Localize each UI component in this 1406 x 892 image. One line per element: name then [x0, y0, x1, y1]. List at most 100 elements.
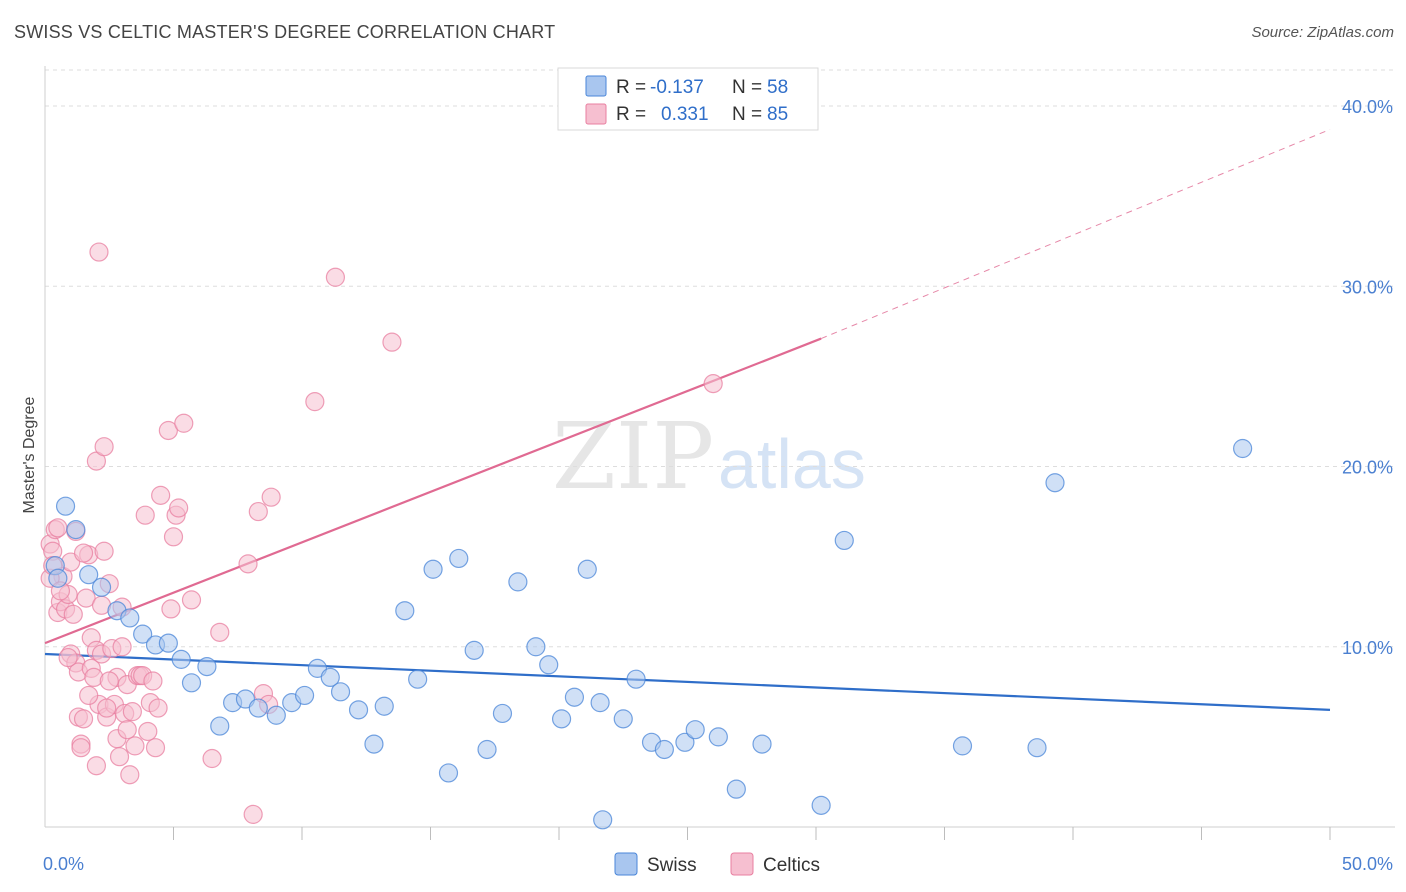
point-celtics — [145, 738, 166, 758]
point-celtics — [261, 487, 281, 507]
point-celtics — [76, 588, 96, 608]
data-points — [40, 242, 1253, 830]
point-swiss — [330, 682, 351, 702]
point-swiss — [171, 649, 191, 669]
point-celtics — [109, 747, 130, 767]
point-swiss — [408, 669, 428, 689]
point-swiss — [492, 703, 513, 724]
point-celtics — [202, 748, 222, 769]
point-celtics — [94, 541, 114, 561]
point-celtics — [305, 392, 325, 412]
point-celtics — [163, 527, 184, 547]
legend-r-label-swiss: R = — [616, 77, 646, 98]
watermark-zip: ZIP — [552, 403, 714, 510]
point-swiss — [423, 559, 443, 579]
point-swiss — [526, 637, 546, 657]
point-swiss — [79, 565, 99, 585]
point-swiss — [626, 669, 646, 689]
legend-r-value-celtics: 0.331 — [661, 104, 709, 125]
point-celtics — [99, 671, 119, 691]
y-axis-label: Master's Degree — [21, 396, 38, 513]
point-swiss — [1233, 438, 1253, 459]
point-swiss — [1045, 473, 1065, 493]
point-swiss — [320, 667, 340, 688]
source-label: Source: ZipAtlas.com — [1251, 24, 1394, 41]
point-celtics — [138, 721, 158, 742]
point-celtics — [210, 622, 230, 642]
point-celtics — [181, 590, 202, 610]
point-celtics — [248, 501, 268, 522]
bottom-legend-swatch-celtics — [730, 852, 754, 876]
trend-line-swiss — [44, 652, 1331, 711]
point-celtics — [71, 738, 91, 758]
trend-lines — [44, 129, 1331, 711]
legend: R = -0.137 N = 58 R = 0.331 N = 85 — [557, 67, 819, 131]
point-swiss — [181, 673, 202, 693]
point-celtics — [48, 518, 68, 538]
y-tick-label: 20.0% — [1342, 458, 1393, 478]
point-swiss — [834, 530, 854, 551]
point-swiss — [464, 640, 484, 660]
point-swiss — [952, 736, 973, 756]
watermark-atlas: atlas — [718, 425, 866, 503]
point-swiss — [551, 709, 572, 729]
bottom-legend: Swiss Celtics — [614, 852, 820, 876]
legend-r-label-celtics: R = — [616, 104, 646, 125]
point-celtics — [86, 756, 107, 776]
point-celtics — [243, 804, 263, 824]
point-swiss — [613, 709, 633, 729]
point-celtics — [58, 647, 78, 668]
bottom-legend-label-swiss: Swiss — [647, 855, 697, 876]
point-swiss — [133, 624, 153, 644]
point-celtics — [143, 671, 163, 691]
point-celtics — [703, 374, 723, 394]
point-swiss — [438, 763, 459, 783]
point-celtics — [161, 599, 181, 619]
point-swiss — [91, 577, 112, 597]
point-swiss — [364, 734, 384, 754]
legend-swatch-celtics — [585, 103, 607, 125]
point-swiss — [577, 559, 597, 579]
point-swiss — [1027, 738, 1047, 758]
legend-r-value-swiss: -0.137 — [650, 77, 704, 98]
trend-line-celtics — [44, 337, 822, 645]
point-swiss — [158, 633, 178, 653]
point-celtics — [94, 437, 114, 457]
point-celtics — [97, 698, 117, 718]
point-swiss — [66, 520, 86, 540]
y-tick-label: 40.0% — [1342, 97, 1393, 117]
bottom-legend-swatch-swiss — [614, 852, 638, 876]
point-swiss — [348, 700, 369, 720]
point-swiss — [508, 572, 528, 592]
y-tick-label: 30.0% — [1342, 277, 1393, 297]
chart-title: SWISS VS CELTIC MASTER'S DEGREE CORRELAT… — [14, 22, 556, 42]
point-celtics — [79, 685, 99, 706]
point-celtics — [73, 543, 94, 563]
legend-n-value-celtics: 85 — [767, 104, 788, 125]
point-swiss — [266, 705, 286, 725]
axes — [44, 66, 1395, 840]
point-swiss — [395, 601, 415, 621]
point-celtics — [325, 267, 346, 287]
point-swiss — [590, 693, 610, 713]
point-swiss — [593, 810, 613, 830]
point-celtics — [158, 420, 178, 441]
point-celtics — [89, 242, 109, 262]
point-celtics — [135, 505, 155, 525]
point-swiss — [48, 568, 68, 588]
bottom-legend-label-celtics: Celtics — [763, 855, 820, 876]
point-celtics — [125, 736, 145, 756]
point-swiss — [539, 655, 559, 675]
point-swiss — [477, 739, 497, 760]
point-celtics — [148, 698, 168, 718]
point-swiss — [708, 727, 728, 747]
point-celtics — [112, 637, 132, 657]
point-swiss — [210, 716, 230, 736]
point-celtics — [117, 720, 137, 740]
point-swiss — [675, 732, 695, 752]
point-celtics — [120, 765, 140, 785]
point-swiss — [752, 734, 772, 754]
y-tick-label: 10.0% — [1342, 638, 1393, 658]
point-celtics — [151, 485, 171, 505]
